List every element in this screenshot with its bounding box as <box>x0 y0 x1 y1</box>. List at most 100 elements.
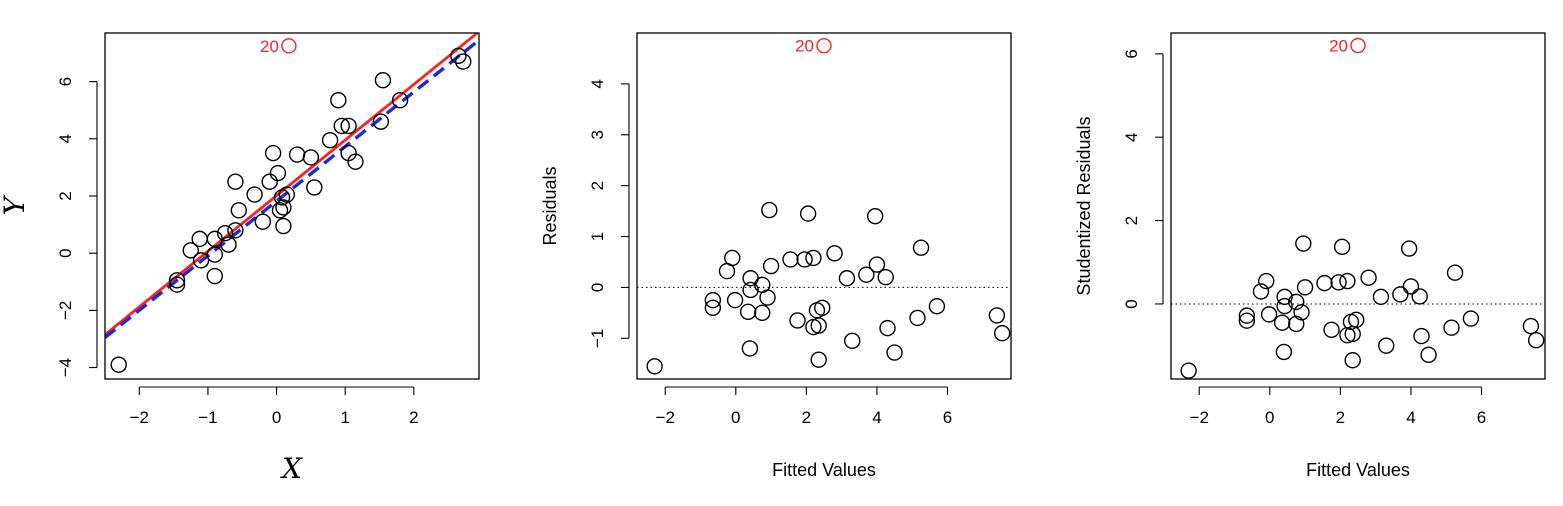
data-point <box>789 312 806 329</box>
data-point <box>1273 314 1291 331</box>
x-tick-label: 0 <box>272 408 281 427</box>
data-point <box>246 186 263 203</box>
data-point <box>1288 315 1305 333</box>
data-point <box>340 117 357 135</box>
x-tick-label: 6 <box>943 408 952 427</box>
data-point <box>347 153 364 170</box>
data-point <box>206 246 223 263</box>
data-point <box>844 332 861 350</box>
data-point <box>278 186 296 203</box>
data-point <box>742 281 759 299</box>
data-point <box>1276 297 1293 315</box>
data-point <box>838 270 856 287</box>
data-point <box>254 213 272 230</box>
data-point <box>302 149 320 166</box>
data-point <box>1296 279 1314 296</box>
data-point <box>1527 332 1545 349</box>
data-point <box>1252 283 1270 300</box>
data-point <box>759 289 776 306</box>
data-point <box>724 249 741 267</box>
data-point <box>858 266 875 283</box>
data-point <box>993 325 1011 342</box>
data-point <box>796 251 813 268</box>
x-tick-label: 2 <box>409 408 418 427</box>
x-tick-label: 6 <box>1477 408 1486 427</box>
data-point <box>450 47 467 65</box>
outlier-label: 20 <box>795 37 814 56</box>
data-point <box>306 179 323 196</box>
x-tick-label: 1 <box>340 408 349 427</box>
data-point <box>216 224 234 242</box>
plot-frame <box>104 32 480 380</box>
data-point <box>1238 307 1256 324</box>
data-point <box>1372 288 1390 306</box>
data-point <box>704 299 722 316</box>
data-point <box>868 256 886 273</box>
data-point <box>275 199 292 216</box>
data-point <box>273 189 291 206</box>
x-axis-title: Fitted Values <box>1306 460 1410 480</box>
outlier-point <box>816 38 832 54</box>
x-axis-title: Fitted Values <box>772 460 876 480</box>
data-point <box>739 303 757 321</box>
y-axis-title: Studentized Residuals <box>1074 116 1094 295</box>
data-point <box>1400 240 1418 257</box>
data-point <box>1402 278 1420 295</box>
data-point <box>330 91 347 109</box>
x-tick-label: 0 <box>731 408 740 427</box>
data-point <box>1360 269 1377 286</box>
x-tick-label: −1 <box>198 408 217 427</box>
data-point <box>110 356 127 373</box>
data-point <box>877 269 894 286</box>
data-point <box>879 319 896 337</box>
data-point <box>261 173 278 190</box>
data-point <box>168 272 186 289</box>
y-tick-label: 0 <box>1122 299 1141 308</box>
data-point <box>372 113 390 130</box>
data-point <box>741 340 759 357</box>
data-point <box>1420 346 1437 364</box>
data-point <box>1522 317 1540 335</box>
data-point <box>191 230 208 248</box>
data-point <box>264 144 282 162</box>
y-tick-label: 4 <box>56 134 75 143</box>
data-point <box>810 317 827 334</box>
data-point <box>826 245 843 262</box>
data-point <box>1413 327 1430 345</box>
x-tick-label: 2 <box>802 408 811 427</box>
x-tick-label: −2 <box>1190 408 1209 427</box>
y-tick-label: 2 <box>1122 216 1141 225</box>
data-point <box>1260 306 1278 323</box>
data-point <box>805 318 822 336</box>
data-point <box>704 291 722 309</box>
data-point <box>742 270 759 287</box>
data-point <box>1378 337 1395 354</box>
data-point <box>227 173 244 190</box>
data-point <box>1344 352 1361 369</box>
data-point <box>321 132 339 149</box>
data-point <box>762 257 780 275</box>
data-point <box>271 202 289 219</box>
x-tick-label: −2 <box>656 408 675 427</box>
data-point <box>1275 343 1293 361</box>
data-point <box>1443 319 1460 336</box>
plot-frame <box>1170 32 1546 380</box>
data-point <box>1462 310 1480 327</box>
outlier-point <box>1350 37 1366 54</box>
x-tick-label: 4 <box>872 408 881 427</box>
y-tick-label: −1 <box>588 329 607 348</box>
data-point <box>1446 264 1464 281</box>
data-point <box>1333 238 1351 256</box>
panel-studentized-residuals-vs-fitted: 20 −2 0 2 4 6 0 2 4 6 Fitted Values Studentized Res… <box>1074 32 1546 480</box>
data-point <box>206 267 223 285</box>
data-point <box>754 304 771 322</box>
data-point <box>886 344 903 361</box>
y-tick-label: 1 <box>588 232 607 241</box>
data-point <box>912 239 930 256</box>
least-squares-fit-line <box>105 33 479 336</box>
data-point <box>866 207 884 225</box>
y-tick-label: −4 <box>56 358 75 377</box>
x-axis-title: X <box>280 452 303 485</box>
y-axis-title: Residuals <box>540 166 560 245</box>
